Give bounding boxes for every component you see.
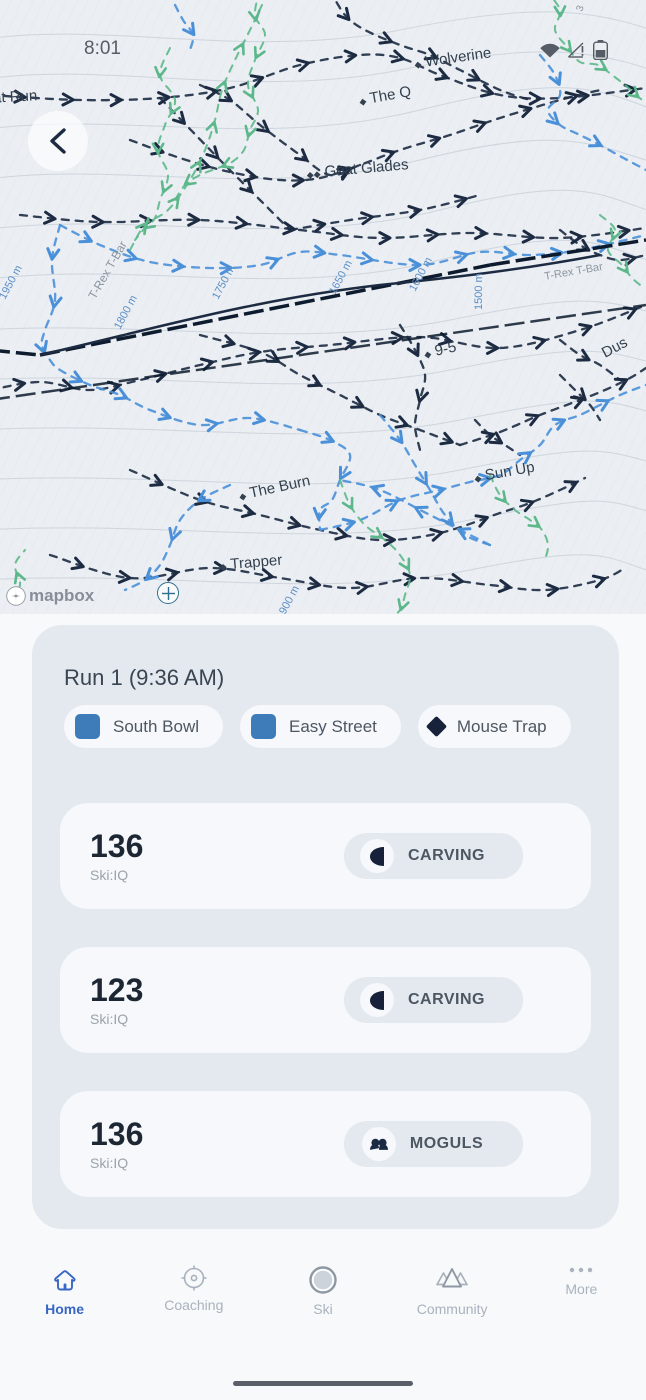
svg-text:oat Run: oat Run [0,87,38,107]
svg-text:1500 m: 1500 m [473,273,485,310]
